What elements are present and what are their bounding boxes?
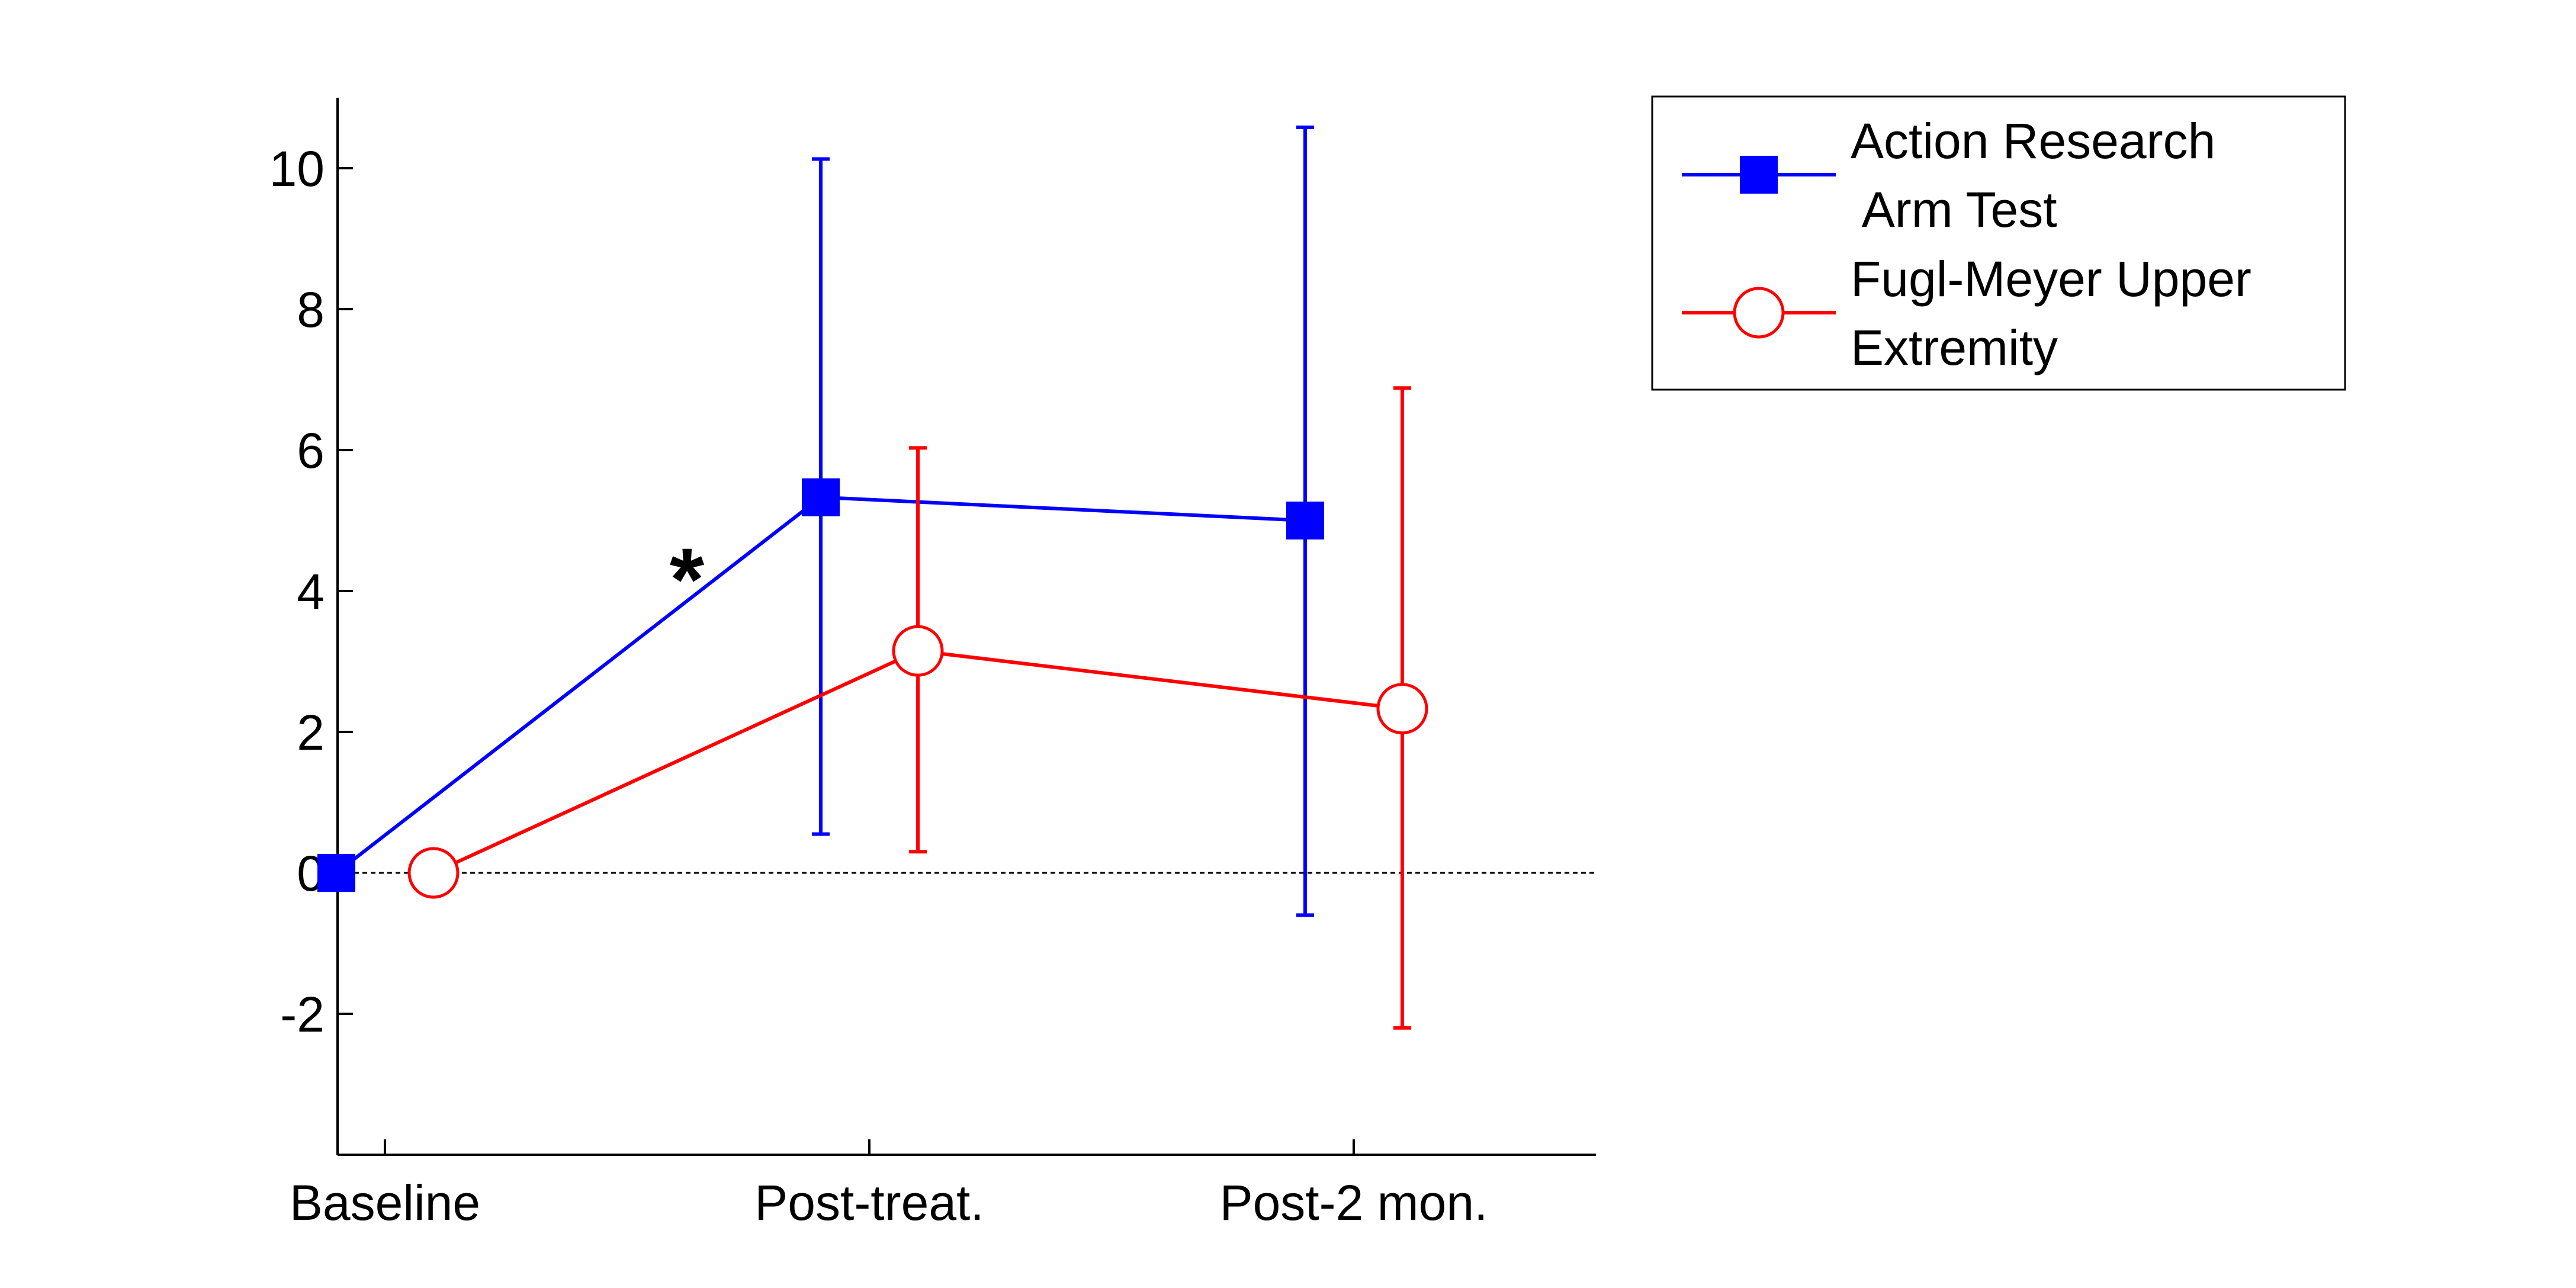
series-layer [317,125,1428,1030]
y-tick-label: 6 [297,423,325,478]
legend-label-fm: Fugl-Meyer Upper Extremity [1851,251,2265,375]
legend-label-fm-line1: Fugl-Meyer Upper [1851,251,2251,307]
legend-label-fm-line2: Extremity [1851,320,2058,375]
x-tick-label: Baseline [290,1175,480,1231]
data-point [802,478,840,516]
legend-box [1651,95,2346,391]
axes [336,98,1596,1156]
x-tick-label: Post-treat. [754,1175,984,1231]
series-0 [317,125,1324,917]
data-point [892,625,944,677]
x-ticks: Baseline Post-treat. Post-2 mon. [290,1139,1488,1231]
legend-marker-arat [1740,156,1778,194]
y-tick-label: -2 [280,987,325,1042]
legend-label-arat-line2: Arm Test [1851,182,2057,237]
legend: Action Research Arm Test Fugl-Meyer Uppe… [1651,95,2346,391]
y-tick-label: 8 [297,282,325,338]
x-tick-label: Post-2 mon. [1220,1175,1488,1231]
data-point [317,854,355,892]
legend-label-arat-line1: Action Research [1851,113,2215,169]
significance-asterisk: * [670,529,705,629]
data-point [1376,683,1428,735]
y-tick-label: 4 [297,564,325,619]
annotation-layer: * [670,529,705,629]
data-point [1286,502,1324,539]
legend-marker-fm [1733,287,1785,339]
y-tick-label: 10 [269,141,325,197]
legend-label-arat: Action Research Arm Test [1851,113,2230,237]
series-1 [407,386,1428,1030]
data-point [407,847,460,899]
y-tick-label: 2 [297,705,325,760]
